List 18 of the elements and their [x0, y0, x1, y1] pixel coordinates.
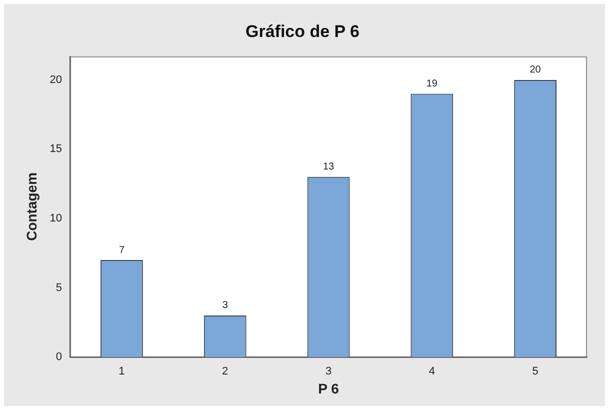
chart-title: Gráfico de P 6 — [245, 22, 360, 41]
x-tick-label: 5 — [532, 366, 538, 378]
y-axis-title: Contagem — [23, 172, 40, 241]
data-label: 13 — [322, 162, 335, 173]
y-tick-label: 0 — [56, 351, 62, 364]
data-label: 7 — [118, 244, 125, 256]
x-tick-label: 1 — [118, 366, 125, 378]
y-tick-label: 15 — [50, 143, 62, 156]
y-tick-label: 20 — [50, 74, 62, 86]
y-tick-label: 5 — [56, 282, 62, 294]
x-tick-label: 2 — [222, 366, 228, 378]
data-label: 20 — [530, 64, 542, 76]
x-tick-label: 3 — [325, 366, 332, 378]
x-tick-label: 4 — [428, 366, 435, 378]
data-label: 3 — [222, 300, 228, 312]
x-axis-title: P 6 — [318, 380, 340, 396]
data-label: 19 — [426, 78, 438, 90]
y-tick-label: 10 — [50, 212, 62, 225]
